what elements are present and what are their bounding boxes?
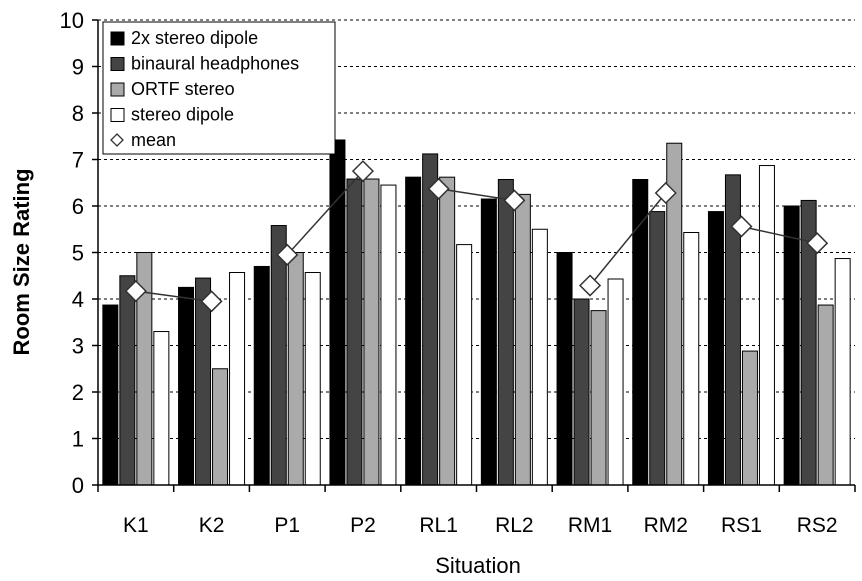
legend-swatch-2 xyxy=(110,57,125,71)
legend-label-4: stereo dipole xyxy=(131,105,234,125)
y-tick-label-1: 1 xyxy=(72,427,84,452)
y-tick-label-8: 8 xyxy=(72,101,84,126)
mean-marker-P2 xyxy=(351,160,375,183)
bar-K2-3 xyxy=(212,368,229,486)
bar-RL1-2 xyxy=(422,153,439,486)
x-tick-label-RL1: RL1 xyxy=(419,514,458,537)
bar-RS1-3 xyxy=(741,350,758,486)
legend: 2x stereo dipole binaural headphones ORTF … xyxy=(102,21,336,155)
x-tick-label-K2: K2 xyxy=(199,514,225,537)
y-tick-label-6: 6 xyxy=(72,194,84,219)
bar-RL1-4 xyxy=(456,244,473,486)
y-tick-label-10: 10 xyxy=(60,8,84,33)
bar-RS2-1 xyxy=(783,205,800,486)
bar-K1-2 xyxy=(119,275,136,486)
bar-K2-1 xyxy=(178,286,195,486)
bar-P2-3 xyxy=(363,178,380,486)
bars xyxy=(102,139,851,486)
mean-marker-P1 xyxy=(276,243,299,266)
legend-label-mean: mean xyxy=(131,130,176,150)
mean-series xyxy=(124,160,829,313)
x-tick-label-RM1: RM1 xyxy=(568,514,612,537)
mean-marker-RS2 xyxy=(806,232,829,255)
bar-P2-1 xyxy=(329,139,346,486)
y-tick-label-5: 5 xyxy=(72,241,84,266)
bar-K1-1 xyxy=(102,304,119,486)
bar-RM2-4 xyxy=(683,232,700,486)
y-tick-label-7: 7 xyxy=(72,148,84,173)
bar-RM1-2 xyxy=(573,298,590,486)
bar-RM1-3 xyxy=(590,310,607,486)
y-tick-label-0: 0 xyxy=(72,473,84,498)
x-axis-title: Situation xyxy=(435,553,521,578)
mean-marker-RS1 xyxy=(730,215,753,238)
mean-marker-RM2 xyxy=(654,181,677,205)
bar-P2-2 xyxy=(346,178,363,486)
bar-P1-2 xyxy=(270,225,287,486)
legend-swatch-mean xyxy=(110,133,124,147)
legend-swatch-1 xyxy=(110,31,125,46)
bar-RL1-3 xyxy=(439,176,456,486)
y-tick-label-9: 9 xyxy=(72,55,84,80)
bar-RL2-1 xyxy=(480,198,497,486)
x-tick-label-RM2: RM2 xyxy=(644,514,688,537)
mean-marker-RM1 xyxy=(578,274,602,297)
bar-RS2-4 xyxy=(834,258,851,486)
bar-RS1-4 xyxy=(758,165,775,486)
bar-P1-3 xyxy=(287,252,304,486)
legend-box xyxy=(102,21,336,155)
legend-swatch-3 xyxy=(110,82,125,97)
y-tick-label-3: 3 xyxy=(72,334,84,359)
mean-marker-K1 xyxy=(124,280,147,303)
mean-marker-RL2 xyxy=(503,189,526,212)
bar-RL2-2 xyxy=(497,178,514,486)
y-axis-title: Room Size Rating xyxy=(9,168,34,355)
mean-connector-K1-K2 xyxy=(135,290,212,303)
bar-P1-1 xyxy=(253,265,270,486)
x-tick-label-RS2: RS2 xyxy=(797,514,838,537)
bar-RL2-4 xyxy=(531,228,548,486)
tick-labels: 0 1 2 3 4 5 6 7 8 9 10 K1 K2 P1 P2 RL1 RL2 RM1 RM2 RS1 RS2 xyxy=(60,8,838,537)
bar-P1-4 xyxy=(304,271,321,486)
x-tick-label-RS1: RS1 xyxy=(721,514,762,537)
mean-connector-RS1-RS2 xyxy=(741,225,818,244)
axes xyxy=(92,19,856,492)
mean-marker-K2 xyxy=(200,290,223,313)
bar-P2-4 xyxy=(380,184,397,486)
legend-swatch-4 xyxy=(110,108,125,122)
bar-RL2-3 xyxy=(514,193,531,486)
mean-connector-RM1-RM2 xyxy=(589,192,667,286)
x-tick-label-P2: P2 xyxy=(350,514,376,537)
mean-connector-RL1-RL2 xyxy=(438,188,515,202)
x-tick-label-K1: K1 xyxy=(123,514,149,537)
x-tick-label-RL2: RL2 xyxy=(495,514,534,537)
legend-label-2: binaural headphones xyxy=(131,54,299,74)
mean-marker-RL1 xyxy=(427,177,450,200)
x-tick-label-P1: P1 xyxy=(274,514,300,537)
legend-label-1: 2x stereo dipole xyxy=(131,28,258,48)
bar-RS1-1 xyxy=(707,211,724,486)
mean-connector-P1-P2 xyxy=(286,170,364,256)
y-tick-label-4: 4 xyxy=(72,287,84,312)
bar-RL1-1 xyxy=(405,176,422,486)
bar-RS2-3 xyxy=(817,304,834,486)
bar-RM1-4 xyxy=(607,278,624,486)
bar-K1-4 xyxy=(153,331,170,486)
bar-RM2-2 xyxy=(649,211,666,486)
y-tick-label-2: 2 xyxy=(72,380,84,405)
legend-label-3: ORTF stereo xyxy=(131,79,235,99)
bar-RM1-1 xyxy=(556,252,573,486)
bar-K2-4 xyxy=(229,271,246,486)
